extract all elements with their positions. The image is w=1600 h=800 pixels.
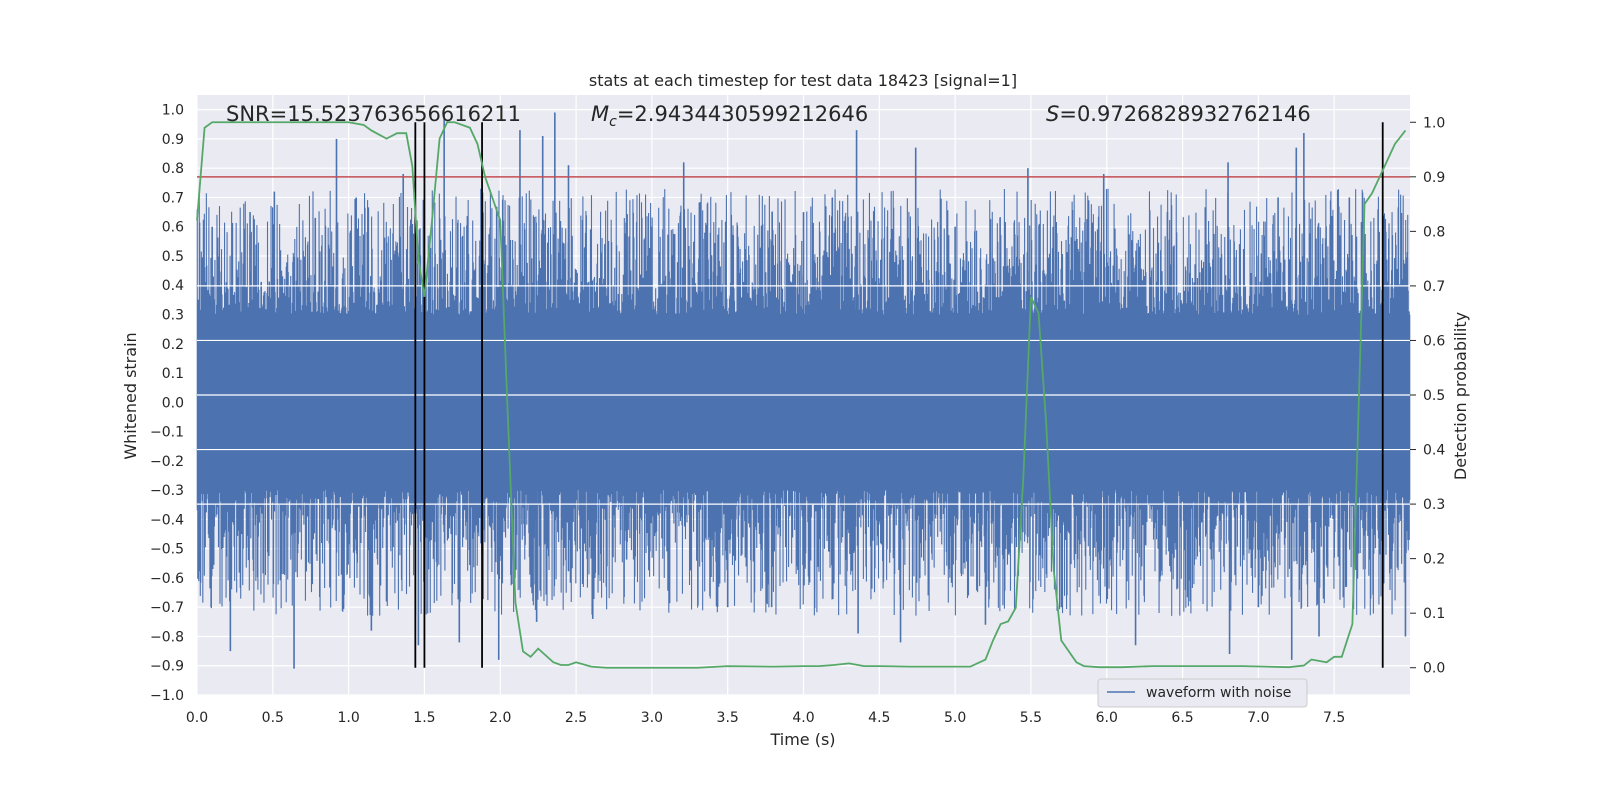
x-tick-label-13: 6.5 — [1171, 710, 1193, 726]
left-y-tick-label-16: −0.6 — [150, 571, 184, 587]
x-tick-label-15: 7.5 — [1323, 710, 1345, 726]
probability-line — [196, 121, 1407, 669]
legend-label: waveform with noise — [1146, 685, 1291, 701]
left-y-axis-label: Whitened strain — [121, 332, 140, 459]
score-value: =0.9726828932762146 — [1059, 102, 1310, 126]
right-y-axis-ticks: 1.0 0.9 0.8 0.7 0.6 0.5 0.4 0.3 0.2 0.1 0.0 — [1410, 115, 1445, 677]
left-y-tick-label-10: 0.0 — [162, 395, 184, 411]
left-y-tick-label-3: 0.7 — [162, 190, 184, 206]
legend-box — [1097, 678, 1308, 708]
right-y-tick-label-7: 0.3 — [1423, 497, 1445, 513]
left-y-tick-label-8: 0.2 — [162, 337, 184, 353]
x-axis-label: Time (s) — [769, 730, 835, 749]
chirp-mass-symbol: M — [591, 102, 609, 126]
chirp-mass-subscript: c — [609, 114, 617, 130]
left-y-tick-label-7: 0.3 — [162, 308, 184, 324]
right-y-tick-label-10: 0.0 — [1423, 661, 1445, 677]
left-y-tick-label-2: 0.8 — [162, 161, 184, 177]
x-tick-label-9: 4.5 — [868, 710, 890, 726]
x-tick-label-10: 5.0 — [944, 710, 966, 726]
score-symbol: S — [1046, 102, 1059, 126]
x-tick-label-0: 0.0 — [186, 710, 208, 726]
legend: waveform with noise — [1097, 678, 1308, 708]
left-y-tick-label-11: −0.1 — [150, 425, 184, 441]
left-y-tick-label-13: −0.3 — [150, 483, 184, 499]
right-y-tick-label-9: 0.1 — [1423, 606, 1445, 622]
waveform-series — [196, 112, 1411, 669]
chirp-mass-annotation: Mc=2.9434430599212646 — [591, 102, 868, 130]
chirp-mass-value: =2.9434430599212646 — [617, 102, 868, 126]
left-y-tick-label-15: −0.5 — [150, 542, 184, 558]
x-tick-label-12: 6.0 — [1096, 710, 1118, 726]
chart-title: stats at each timestep for test data 184… — [589, 71, 1017, 90]
left-y-axis-ticks: 1.0 0.9 0.8 0.7 0.6 0.5 0.4 0.3 0.2 0.1 0.0 −0.1 −0.… — [150, 103, 184, 704]
x-tick-label-1: 0.5 — [262, 710, 284, 726]
x-tick-label-11: 5.5 — [1020, 710, 1042, 726]
probability-series — [196, 121, 1407, 669]
waveform-core-band — [197, 314, 1410, 491]
right-y-tick-label-2: 0.8 — [1423, 224, 1445, 240]
x-tick-label-5: 2.5 — [565, 710, 587, 726]
x-tick-label-4: 2.0 — [489, 710, 511, 726]
left-y-tick-label-1: 0.9 — [162, 132, 184, 148]
x-tick-label-2: 1.0 — [337, 710, 359, 726]
right-y-tick-label-3: 0.7 — [1423, 279, 1445, 295]
score-annotation: S=0.9726828932762146 — [1046, 102, 1311, 126]
right-y-tick-label-6: 0.4 — [1423, 443, 1445, 459]
x-tick-label-3: 1.5 — [413, 710, 435, 726]
x-tick-label-14: 7.0 — [1247, 710, 1269, 726]
x-tick-label-6: 3.0 — [641, 710, 663, 726]
right-y-tick-label-4: 0.6 — [1423, 333, 1445, 349]
left-y-tick-label-12: −0.2 — [150, 454, 184, 470]
x-tick-label-8: 4.0 — [792, 710, 814, 726]
left-y-tick-label-20: −1.0 — [150, 688, 184, 704]
right-y-tick-label-5: 0.5 — [1423, 388, 1445, 404]
x-tick-label-7: 3.5 — [717, 710, 739, 726]
snr-annotation: SNR=15.523763656616211 — [226, 102, 521, 126]
left-y-tick-label-5: 0.5 — [162, 249, 184, 265]
right-y-tick-label-0: 1.0 — [1423, 115, 1445, 131]
left-y-tick-label-17: −0.7 — [150, 600, 184, 616]
left-y-tick-label-9: 0.1 — [162, 366, 184, 382]
left-y-tick-label-14: −0.4 — [150, 512, 184, 528]
left-y-tick-label-6: 0.4 — [162, 278, 184, 294]
left-y-tick-label-0: 1.0 — [162, 103, 184, 119]
left-y-tick-label-19: −0.9 — [150, 659, 184, 675]
right-y-tick-label-8: 0.2 — [1423, 552, 1445, 568]
left-y-tick-label-4: 0.6 — [162, 220, 184, 236]
right-y-axis-label: Detection probability — [1451, 312, 1470, 480]
right-y-tick-label-1: 0.9 — [1423, 170, 1445, 186]
left-y-tick-label-18: −0.8 — [150, 629, 184, 645]
x-axis-ticks: 0.0 0.5 1.0 1.5 2.0 2.5 3.0 3.5 4.0 4.5 5.0 5.5 6.0 6… — [186, 710, 1345, 726]
